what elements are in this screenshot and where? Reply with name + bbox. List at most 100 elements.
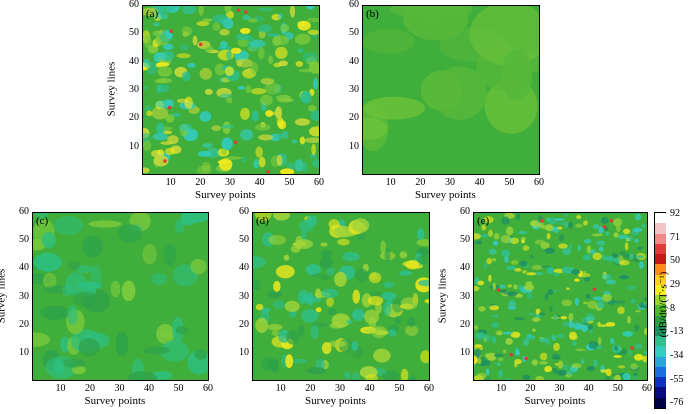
hot-spot [540, 219, 544, 223]
x-axis-label: Survey points [305, 395, 366, 407]
anomaly-blob [295, 235, 304, 250]
anomaly-blob [298, 68, 315, 73]
anomaly-blob [326, 267, 336, 276]
anomaly-blob [532, 335, 536, 339]
x-tick-label: 50 [504, 177, 515, 188]
anomaly-blob [311, 273, 325, 279]
anomaly-blob [477, 280, 485, 286]
anomaly-blob [619, 274, 629, 280]
anomaly-blob [78, 338, 100, 357]
anomaly-blob [321, 249, 333, 258]
anomaly-blob [501, 48, 533, 101]
anomaly-blob [502, 331, 514, 335]
anomaly-blob [633, 353, 644, 361]
anomaly-blob [598, 226, 604, 234]
anomaly-blob [575, 348, 586, 352]
anomaly-blob [597, 321, 601, 327]
anomaly-blob [321, 341, 332, 355]
anomaly-blob [586, 366, 596, 372]
anomaly-blob [635, 310, 641, 313]
heatmap-b: (b) [362, 5, 540, 175]
anomaly-blob [224, 6, 232, 14]
anomaly-blob [614, 374, 621, 380]
x-tick-label: 20 [195, 177, 206, 188]
y-tick-label: 10 [129, 140, 139, 152]
anomaly-blob [383, 301, 392, 316]
anomaly-blob [510, 331, 521, 338]
anomaly-blob [143, 58, 150, 68]
anomaly-blob [431, 66, 488, 120]
anomaly-blob [574, 278, 580, 282]
anomaly-blob [257, 24, 273, 33]
anomaly-blob [501, 249, 511, 257]
anomaly-blob [319, 256, 333, 270]
x-tick-label: 60 [534, 177, 544, 188]
anomaly-blob [561, 299, 573, 307]
anomaly-blob [499, 284, 506, 289]
anomaly-blob [156, 62, 170, 67]
y-tick-label: 10 [239, 346, 249, 358]
anomaly-blob [165, 114, 175, 123]
anomaly-blob [402, 261, 419, 267]
anomaly-blob [526, 272, 537, 276]
anomaly-blob [596, 300, 605, 309]
anomaly-blob [582, 270, 587, 274]
anomaly-blob [489, 305, 500, 311]
anomaly-blob [524, 284, 535, 291]
anomaly-blob [154, 13, 169, 20]
y-axis-label: Survey lines [436, 268, 449, 323]
anomaly-blob [568, 312, 574, 322]
anomaly-blob [507, 284, 513, 288]
anomaly-blob [272, 300, 286, 310]
anomaly-blob [42, 272, 57, 289]
anomaly-blob [160, 339, 189, 362]
anomaly-blob [485, 368, 490, 376]
anomaly-blob [255, 317, 269, 333]
anomaly-blob [598, 246, 604, 252]
anomaly-blob [531, 264, 543, 271]
y-tick-label: 10 [460, 346, 470, 358]
anomaly-blob [253, 280, 261, 291]
anomaly-blob [240, 156, 246, 163]
anomaly-blob [363, 96, 425, 120]
anomaly-blob [587, 324, 594, 330]
anomaly-blob [514, 362, 518, 368]
anomaly-blob [151, 106, 169, 120]
anomaly-blob [110, 280, 121, 298]
y-tick-label: 60 [239, 206, 249, 217]
anomaly-blob [553, 314, 558, 321]
panel-label: (d) [256, 215, 269, 227]
hot-spot [509, 352, 513, 357]
anomaly-blob [35, 213, 49, 219]
anomaly-blob [505, 338, 513, 345]
anomaly-blob [90, 264, 102, 289]
anomaly-blob [478, 306, 486, 312]
anomaly-blob [384, 248, 391, 262]
heatmap-field [253, 213, 429, 380]
anomaly-blob [416, 239, 429, 247]
hot-spot [266, 169, 270, 174]
panel-label: (e) [477, 215, 490, 227]
anomaly-blob [306, 367, 326, 375]
anomaly-blob [491, 336, 497, 344]
anomaly-blob [352, 218, 370, 233]
anomaly-blob [600, 369, 608, 373]
anomaly-blob [158, 6, 165, 15]
anomaly-blob [474, 325, 479, 330]
anomaly-blob [395, 316, 402, 325]
x-axis-label: Survey points [524, 395, 586, 407]
anomaly-blob [541, 265, 551, 269]
colorbar-tick-label: 71 [670, 231, 680, 243]
anomaly-blob [157, 66, 173, 77]
anomaly-blob [474, 348, 482, 358]
anomaly-blob [547, 289, 554, 295]
anomaly-blob [491, 258, 497, 262]
anomaly-blob [591, 233, 603, 237]
anomaly-blob [564, 221, 569, 228]
anomaly-blob [226, 50, 232, 61]
hot-spot [167, 105, 172, 110]
anomaly-blob [237, 58, 253, 68]
x-tick-label: 20 [305, 383, 316, 394]
anomaly-blob [128, 371, 158, 380]
anomaly-blob [275, 132, 283, 141]
